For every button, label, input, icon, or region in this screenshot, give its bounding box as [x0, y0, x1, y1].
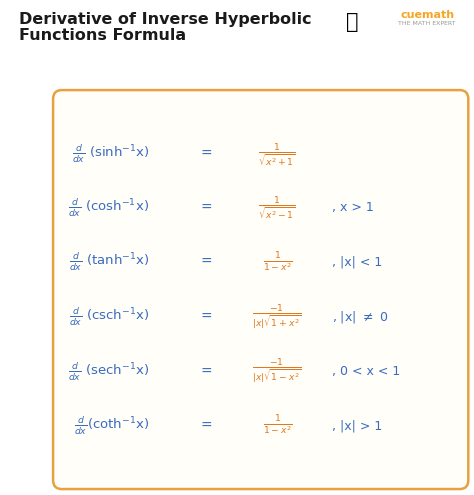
Text: $\frac{1}{\sqrt{x^2-1}}$: $\frac{1}{\sqrt{x^2-1}}$ — [258, 194, 296, 221]
Text: , 0 < x < 1: , 0 < x < 1 — [332, 365, 400, 378]
Text: =: = — [201, 148, 212, 161]
Text: 🚀: 🚀 — [346, 12, 358, 32]
Text: THE MATH EXPERT: THE MATH EXPERT — [398, 21, 455, 26]
Text: $\frac{d}{dx}$ (csch$^{-1}$x): $\frac{d}{dx}$ (csch$^{-1}$x) — [69, 306, 149, 328]
Text: , x > 1: , x > 1 — [332, 201, 374, 214]
Text: , |x| < 1: , |x| < 1 — [332, 255, 382, 269]
Text: $\frac{-1}{|x|\sqrt{1+x^2}}$: $\frac{-1}{|x|\sqrt{1+x^2}}$ — [253, 302, 302, 332]
Text: cuemath: cuemath — [401, 10, 455, 20]
Text: , |x| > 1: , |x| > 1 — [332, 419, 382, 432]
Text: $\frac{d}{dx}$ (sech$^{-1}$x): $\frac{d}{dx}$ (sech$^{-1}$x) — [68, 360, 149, 383]
Text: , |x| $\neq$ 0: , |x| $\neq$ 0 — [332, 309, 388, 325]
Text: =: = — [201, 310, 212, 324]
Text: =: = — [201, 364, 212, 379]
Text: $\frac{d}{dx}$ (sinh$^{-1}$x): $\frac{d}{dx}$ (sinh$^{-1}$x) — [72, 143, 149, 165]
Text: $\frac{d}{dx}$ (cosh$^{-1}$x): $\frac{d}{dx}$ (cosh$^{-1}$x) — [68, 197, 149, 219]
Text: Functions Formula: Functions Formula — [19, 28, 186, 43]
Text: =: = — [201, 200, 212, 215]
FancyBboxPatch shape — [53, 90, 468, 489]
Text: $\frac{1}{\sqrt{x^2+1}}$: $\frac{1}{\sqrt{x^2+1}}$ — [258, 141, 296, 168]
Text: $\frac{1}{1-x^2}$: $\frac{1}{1-x^2}$ — [263, 250, 292, 274]
Text: =: = — [201, 419, 212, 433]
Text: $\frac{d}{dx}$(coth$^{-1}$x): $\frac{d}{dx}$(coth$^{-1}$x) — [74, 415, 149, 437]
Text: =: = — [201, 255, 212, 269]
Text: $\frac{d}{dx}$ (tanh$^{-1}$x): $\frac{d}{dx}$ (tanh$^{-1}$x) — [69, 251, 149, 273]
Text: $\frac{-1}{|x|\sqrt{1-x^2}}$: $\frac{-1}{|x|\sqrt{1-x^2}}$ — [253, 357, 302, 386]
Text: $\frac{1}{1-x^2}$: $\frac{1}{1-x^2}$ — [263, 414, 292, 438]
Text: Derivative of Inverse Hyperbolic: Derivative of Inverse Hyperbolic — [19, 12, 311, 27]
